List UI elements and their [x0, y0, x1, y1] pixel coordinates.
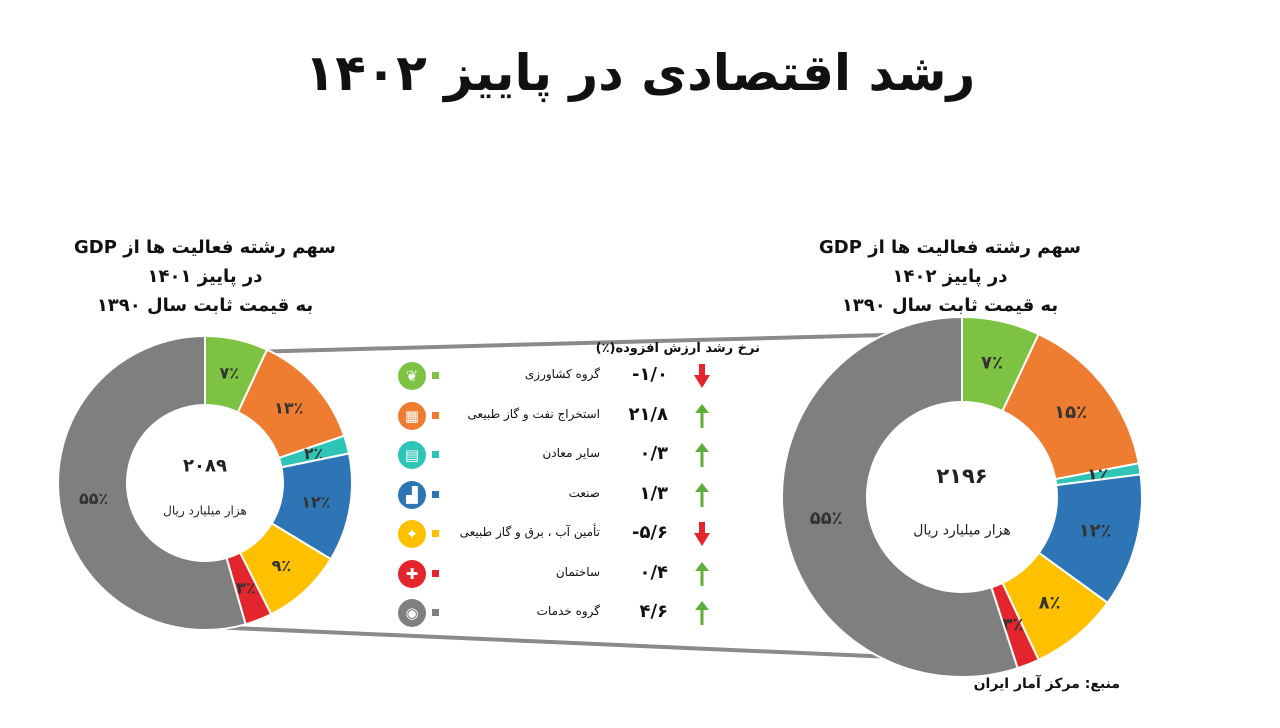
sector-icon-oil_gas: ▦: [398, 401, 426, 430]
caption-line: به قیمت ثابت سال ۱۳۹۰: [841, 295, 1059, 316]
page-title: رشد اقتصادی در پاییز ۱۴۰۲: [304, 44, 976, 102]
slice-label-agriculture: ۷٪: [981, 352, 1003, 373]
center-unit: هزار میلیارد ریال: [163, 503, 247, 518]
arrow-down-icon: [694, 522, 710, 546]
arrow-up-icon: [695, 561, 709, 586]
legend-label-industry: صنعت: [568, 485, 600, 500]
growth-value-construction: ۰/۴: [639, 561, 668, 583]
donut-slice-services: [781, 315, 1019, 678]
legend-swatch-construction: [432, 569, 439, 577]
chart-caption-1402: سهم رشته فعالیت ها از GDP در پاییز ۱۴۰۲ …: [800, 233, 1100, 320]
legend-swatch-industry: [432, 490, 439, 498]
chart-caption-1401: سهم رشته فعالیت ها از GDP در پاییز ۱۴۰۱ …: [55, 233, 355, 320]
arrow-up-icon: [695, 443, 709, 467]
donut-slice-services: [56, 334, 247, 631]
slice-label-utilities: ۸٪: [1039, 592, 1061, 613]
legend-swatch-agriculture: [432, 372, 439, 379]
arrow-up-icon: [695, 482, 709, 507]
legend-label-services: گروه خدمات: [536, 604, 600, 618]
legend-swatch-mining: [432, 451, 439, 458]
arrow-up-icon: [695, 601, 709, 625]
slice-label-oil_gas: ۱۵٪: [1054, 402, 1087, 423]
donut-chart-1401: ۷٪ ۱۳٪ ۲٪ ۱۲٪ ۹٪ ۳٪ ۵۵٪ ۲۰۸۹ هزار میلیارد ریال: [56, 334, 353, 631]
sector-icon-construction: ✚: [398, 559, 426, 588]
slice-label-services: ۵۵٪: [79, 489, 108, 508]
connector-line-top: [209, 331, 961, 355]
center-value: ۲۰۸۹: [183, 455, 227, 476]
caption-line: در پاییز ۱۴۰۲: [892, 266, 1008, 287]
sector-icon-agriculture: ❦: [398, 362, 426, 390]
growth-value-services: ۴/۶: [639, 601, 668, 622]
slice-label-mining: ۲٪: [304, 444, 324, 463]
growth-value-mining: ۰/۳: [639, 443, 668, 464]
growth-value-agriculture: -۱/۰: [631, 364, 668, 385]
arrow-up-icon: [695, 403, 709, 428]
sector-icon-industry: ▟: [398, 480, 426, 509]
legend-swatch-utilities: [432, 530, 439, 537]
legend-label-mining: سایر معادن: [542, 446, 600, 460]
growth-value-utilities: -۵/۶: [631, 522, 668, 543]
legend-header: نرخ رشد ارزش افزوده(٪): [595, 341, 760, 356]
legend-label-oil_gas: استخراج نفت و گاز طبیعی: [467, 406, 600, 421]
caption-line: سهم رشته فعالیت ها از GDP: [74, 237, 336, 258]
growth-value-oil_gas: ۲۱/۸: [628, 403, 668, 425]
slice-label-construction: ۳٪: [1002, 614, 1024, 635]
growth-value-industry: ۱/۳: [639, 482, 668, 504]
slice-label-services: ۵۵٪: [810, 508, 843, 529]
legend-swatch-oil_gas: [432, 411, 439, 419]
legend-label-utilities: تأمین آب ، برق و گاز طبیعی: [459, 525, 600, 539]
sector-icon-utilities: ✦: [398, 520, 426, 548]
connector-line-bottom: [209, 625, 961, 662]
center-value: ۲۱۹۶: [936, 464, 987, 488]
legend-label-agriculture: گروه کشاورزی: [524, 367, 600, 381]
slice-label-industry: ۱۲٪: [301, 493, 330, 512]
legend-label-construction: ساختمان: [555, 564, 600, 579]
sector-icon-services: ◉: [398, 599, 426, 627]
caption-line: در پاییز ۱۴۰۱: [147, 266, 263, 287]
legend-swatch-services: [432, 609, 439, 616]
slice-label-utilities: ۹٪: [272, 556, 292, 575]
slice-label-industry: ۱۲٪: [1079, 521, 1112, 542]
center-unit: هزار میلیارد ریال: [913, 522, 1011, 538]
caption-line: سهم رشته فعالیت ها از GDP: [819, 237, 1081, 258]
slice-label-oil_gas: ۱۳٪: [274, 398, 303, 417]
slice-label-agriculture: ۷٪: [220, 364, 240, 383]
sector-icon-mining: ▤: [398, 441, 426, 469]
arrow-down-icon: [694, 364, 710, 388]
caption-line: به قیمت ثابت سال ۱۳۹۰: [96, 295, 314, 316]
source-note: منبع: مرکز آمار ایران: [973, 676, 1120, 692]
slice-label-construction: ۳٪: [236, 578, 256, 597]
